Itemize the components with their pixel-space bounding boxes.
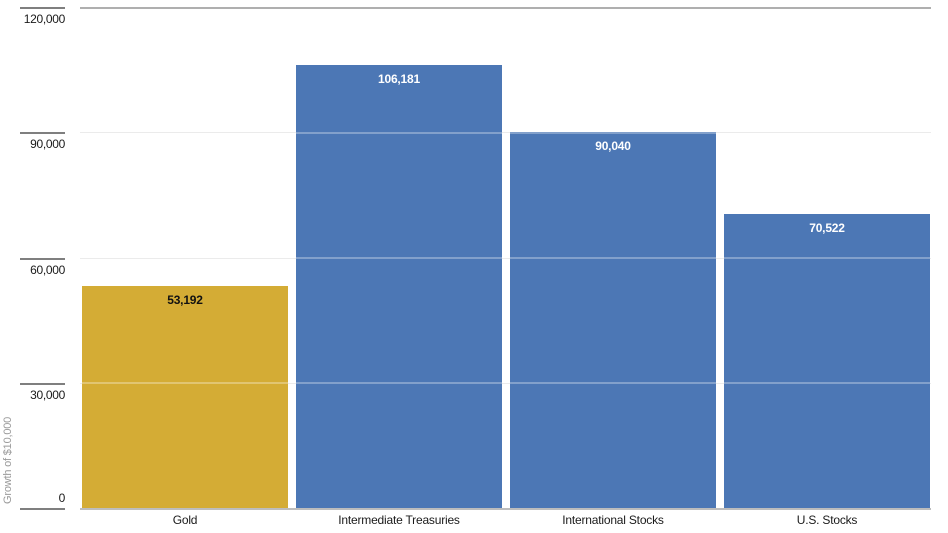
y-tick-mark	[20, 382, 65, 385]
bar: 106,181	[296, 64, 502, 508]
gridline-overlay	[80, 257, 931, 259]
y-tick-mark	[20, 7, 65, 9]
y-tick-mark	[20, 132, 65, 135]
x-axis-baseline	[80, 508, 931, 510]
gridline	[80, 257, 931, 259]
gridline-overlay	[80, 131, 931, 134]
gridline	[80, 382, 931, 384]
y-tick-label: 0	[58, 491, 66, 505]
x-axis-category-label: International Stocks	[562, 513, 664, 527]
bar: 70,522	[724, 213, 930, 508]
y-tick-mark	[20, 257, 65, 260]
bar-value-label: 70,522	[809, 220, 845, 235]
bar-value-label: 53,192	[167, 292, 203, 307]
bar: 53,192	[82, 285, 288, 508]
x-axis-category-label: Gold	[172, 513, 198, 527]
bar-value-label: 106,181	[378, 71, 420, 86]
gridline-overlay	[80, 382, 931, 385]
x-axis-category-label: Intermediate Treasuries	[338, 513, 460, 527]
y-tick-label: 120,000	[23, 12, 66, 26]
y-tick-label: 30,000	[30, 387, 65, 402]
y-tick-label: 60,000	[30, 262, 65, 277]
y-tick-mark	[20, 508, 65, 510]
gridline	[80, 7, 931, 9]
x-axis-category-label: U.S. Stocks	[796, 513, 858, 527]
bar: 90,040	[510, 132, 716, 508]
bar-value-label: 90,040	[595, 139, 631, 154]
gridline	[80, 132, 931, 134]
y-tick-label: 90,000	[30, 137, 65, 152]
